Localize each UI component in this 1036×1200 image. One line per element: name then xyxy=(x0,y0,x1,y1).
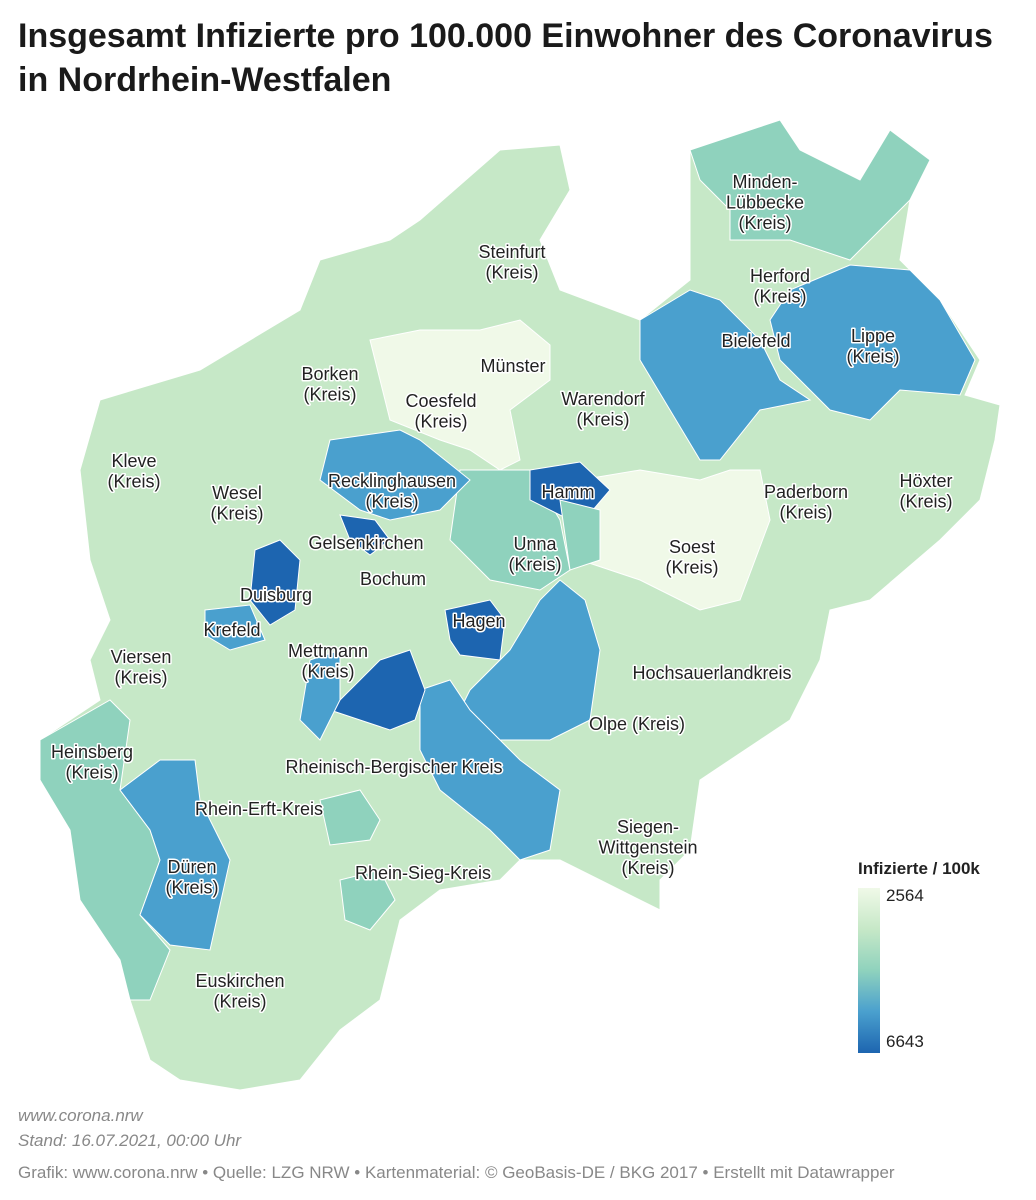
region-label: (Kreis) xyxy=(577,410,630,430)
region-label: Rheinisch-Bergischer Kreis xyxy=(285,757,502,777)
region-label: (Kreis) xyxy=(780,503,833,523)
region xyxy=(769,264,976,421)
footer-url: www.corona.nrw xyxy=(18,1106,144,1125)
region-label: (Kreis) xyxy=(900,492,953,512)
region-label: (Kreis) xyxy=(415,412,468,432)
region xyxy=(249,539,301,626)
region xyxy=(339,514,391,556)
region-label: Bielefeld xyxy=(721,331,790,351)
region-label: (Kreis) xyxy=(304,385,357,405)
region-label: Warendorf xyxy=(561,389,645,409)
region-label: Borken xyxy=(301,364,358,384)
region-label: Düren xyxy=(167,857,216,877)
region-label: (Kreis) xyxy=(739,213,792,233)
region xyxy=(39,699,171,1001)
region-label: Wittgenstein xyxy=(598,838,697,858)
region-label: Wesel xyxy=(212,483,262,503)
region xyxy=(559,499,601,571)
region-label: Gelsenkirchen xyxy=(308,533,423,553)
region-label: Unna xyxy=(513,534,557,554)
region xyxy=(369,319,551,471)
region-label: (Kreis) xyxy=(115,668,168,688)
region xyxy=(119,759,231,951)
region-label: (Kreis) xyxy=(486,263,539,283)
region-label: Lippe xyxy=(851,326,895,346)
region-label: (Kreis) xyxy=(754,287,807,307)
region-label: Coesfeld xyxy=(405,391,476,411)
region-label: Herford xyxy=(750,266,810,286)
region xyxy=(299,649,341,741)
region-label: (Kreis) xyxy=(214,992,267,1012)
region-label: Rhein-Sieg-Kreis xyxy=(355,863,491,883)
footer-date: Stand: 16.07.2021, 00:00 Uhr xyxy=(18,1131,242,1150)
region-label: (Kreis) xyxy=(666,558,719,578)
region xyxy=(579,469,771,611)
region-label: Minden- xyxy=(732,172,797,192)
region xyxy=(329,649,426,731)
region-label: Euskirchen xyxy=(195,971,284,991)
region-label: Höxter xyxy=(899,471,952,491)
region-label: (Kreis) xyxy=(847,347,900,367)
region xyxy=(689,119,931,261)
title: Insgesamt Infizierte pro 100.000 Einwohn… xyxy=(18,17,993,99)
region-label: (Kreis) xyxy=(366,492,419,512)
region xyxy=(204,604,266,651)
region-label: Hagen xyxy=(452,611,505,631)
region-label: (Kreis) xyxy=(211,504,264,524)
legend-max: 6643 xyxy=(886,1032,924,1051)
region-label: Bochum xyxy=(360,569,426,589)
region-label: (Kreis) xyxy=(302,662,355,682)
region xyxy=(639,289,812,461)
region xyxy=(419,679,561,861)
region-label: Krefeld xyxy=(203,620,260,640)
region-label: (Kreis) xyxy=(622,858,675,878)
region-label: Viersen xyxy=(111,647,172,667)
region-label: Mettmann xyxy=(288,641,368,661)
region-label: Hamm xyxy=(542,482,595,502)
region xyxy=(339,869,396,931)
region-label: Paderborn xyxy=(764,482,848,502)
region-label: Steinfurt xyxy=(478,242,545,262)
legend-title: Infizierte / 100k xyxy=(858,859,980,878)
region-label: Soest xyxy=(669,537,715,557)
region-label: Rhein-Erft-Kreis xyxy=(195,799,323,819)
region-label: Hochsauerlandkreis xyxy=(632,663,791,683)
region-label: Olpe (Kreis) xyxy=(589,714,685,734)
region-label: Lübbecke xyxy=(726,193,804,213)
region-label: Kleve xyxy=(111,451,156,471)
region-label: (Kreis) xyxy=(108,472,161,492)
region-label: (Kreis) xyxy=(509,555,562,575)
region-label: Siegen- xyxy=(617,817,679,837)
region-label: (Kreis) xyxy=(66,763,119,783)
region-label: Münster xyxy=(480,356,545,376)
region-label: Recklinghausen xyxy=(328,471,456,491)
region-label: Heinsberg xyxy=(51,742,133,762)
legend-gradient xyxy=(858,888,880,1053)
region xyxy=(319,429,471,521)
footer-credits: Grafik: www.corona.nrw • Quelle: LZG NRW… xyxy=(18,1163,895,1182)
region-label: Duisburg xyxy=(240,585,312,605)
region xyxy=(319,789,381,846)
region-label: (Kreis) xyxy=(166,878,219,898)
legend-min: 2564 xyxy=(886,886,924,905)
